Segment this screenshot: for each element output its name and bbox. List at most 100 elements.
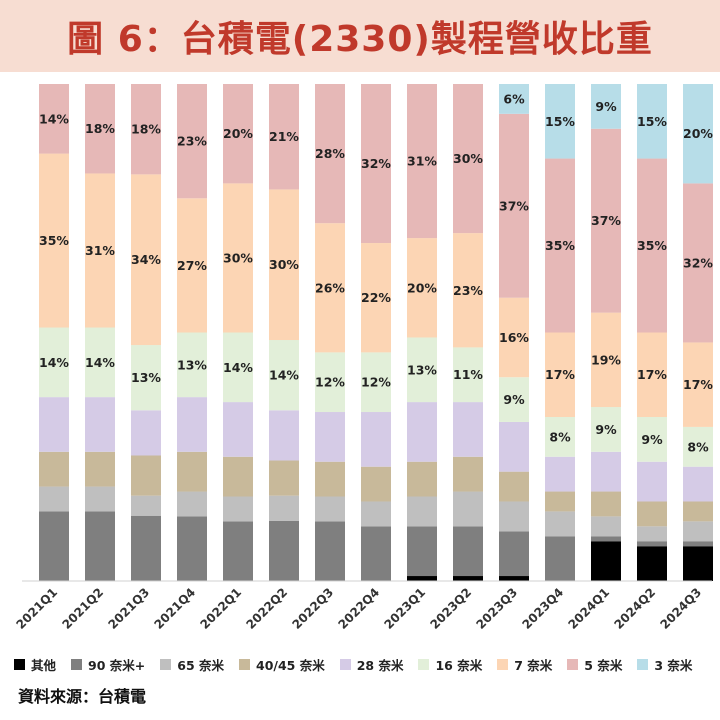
bar-segment-2022Q4-7 [361, 84, 391, 244]
bar-segment-2022Q4-6 [361, 243, 391, 353]
legend-label: 16 奈米 [435, 657, 483, 673]
legend: 其他 90 奈米+ 65 奈米 40/45 奈米 28 奈米 16 奈米 7 奈米 5 奈米 3… [14, 654, 714, 674]
bar-segment-2024Q3-7 [683, 183, 713, 343]
legend-swatch [637, 658, 649, 670]
bar-segment-2022Q2-5 [269, 340, 299, 411]
data-label-2022Q4-6: 22% [361, 290, 391, 305]
data-label-2021Q1-7: 14% [39, 111, 69, 126]
data-label-2021Q3-6: 34% [131, 252, 161, 267]
bar-segment-2022Q2-3 [269, 460, 299, 496]
x-tick-label-2021Q2: 2021Q2 [59, 585, 106, 632]
x-tick-label-2024Q3: 2024Q3 [657, 585, 704, 632]
legend-item-3: 40/45 奈米 [239, 655, 325, 674]
bar-segment-2024Q2-0 [637, 546, 667, 581]
bar-segment-2022Q3-3 [315, 461, 345, 497]
bar-segment-2021Q4-1 [177, 516, 207, 581]
legend-item-7: 5 奈米 [567, 655, 622, 674]
bar-segment-2024Q3-0 [683, 546, 713, 581]
bar-segment-2023Q3-7 [499, 113, 529, 298]
legend-label: 28 奈米 [356, 657, 404, 673]
legend-item-6: 7 奈米 [497, 655, 552, 674]
bar-segment-2023Q1-0 [407, 576, 437, 581]
data-label-2023Q3-6: 16% [499, 330, 529, 345]
legend-swatch [71, 658, 83, 670]
legend-label: 40/45 奈米 [256, 657, 325, 673]
bar-segment-2021Q1-3 [39, 451, 69, 487]
legend-label: 5 奈米 [584, 657, 623, 673]
data-label-2022Q3-6: 26% [315, 280, 345, 295]
bar-segment-2021Q2-4 [85, 397, 115, 452]
bar-segment-2021Q3-1 [131, 515, 161, 581]
data-label-2024Q3-6: 17% [683, 377, 713, 392]
data-label-2024Q2-6: 17% [637, 367, 667, 382]
bar-segment-2021Q3-6 [131, 174, 161, 346]
x-tick-label-2021Q4: 2021Q4 [151, 585, 198, 632]
x-tick-label-2021Q3: 2021Q3 [105, 585, 152, 632]
bar-segment-2023Q4-7 [545, 158, 575, 333]
bar-segment-2021Q1-7 [39, 84, 69, 154]
bar-segment-2023Q1-2 [407, 496, 437, 527]
data-label-2021Q4-6: 27% [177, 258, 207, 273]
bar-segment-2021Q1-5 [39, 327, 69, 398]
bar-segment-2021Q3-7 [131, 84, 161, 175]
data-label-2023Q2-7: 30% [453, 151, 483, 166]
bar-segment-2022Q4-2 [361, 501, 391, 527]
bar-segment-2022Q3-4 [315, 412, 345, 462]
bar-segment-2024Q1-8 [591, 84, 621, 129]
bar-segment-2021Q1-1 [39, 511, 69, 581]
bar-segment-2022Q1-6 [223, 183, 253, 333]
bar-segment-2024Q1-7 [591, 128, 621, 313]
bar-segment-2022Q4-5 [361, 352, 391, 413]
x-tick-label-2023Q1: 2023Q1 [381, 585, 428, 632]
data-label-2021Q2-6: 31% [85, 243, 115, 258]
bar-segment-2024Q3-6 [683, 342, 713, 427]
x-tick-label-2023Q2: 2023Q2 [427, 585, 474, 632]
bar-segment-2023Q4-5 [545, 416, 575, 457]
data-label-2021Q1-6: 35% [39, 233, 69, 248]
bar-segment-2021Q4-2 [177, 491, 207, 517]
bar-segment-2023Q2-1 [453, 526, 483, 577]
bar-segment-2023Q1-1 [407, 526, 437, 577]
bar-segment-2024Q3-1 [683, 541, 713, 547]
bar-segment-2022Q4-1 [361, 526, 391, 581]
title-bar: 圖 6：台積電(2330)製程營收比重 [0, 0, 720, 72]
bar-segment-2021Q1-4 [39, 397, 69, 452]
data-label-2024Q1-5: 9% [595, 422, 617, 437]
legend-label: 3 奈米 [654, 657, 693, 673]
bar-segment-2022Q1-1 [223, 521, 253, 581]
bar-segment-2024Q2-6 [637, 332, 667, 417]
data-label-2023Q1-5: 13% [407, 362, 437, 377]
x-tick-label-2022Q2: 2022Q2 [243, 585, 290, 632]
bar-segment-2021Q2-5 [85, 327, 115, 398]
legend-swatch [418, 658, 430, 670]
data-label-2023Q3-7: 37% [499, 198, 529, 213]
x-tick-label-2022Q4: 2022Q4 [335, 585, 382, 632]
bar-segment-2024Q3-4 [683, 466, 713, 502]
bar-segment-2024Q2-5 [637, 416, 667, 462]
bar-segment-2024Q2-3 [637, 501, 667, 527]
bar-segment-2022Q2-1 [269, 520, 299, 581]
legend-swatch [497, 658, 509, 670]
x-tick-label-2023Q4: 2023Q4 [519, 585, 566, 632]
bar-segment-2021Q4-4 [177, 397, 207, 452]
bar-segment-2021Q3-5 [131, 345, 161, 411]
bar-segment-2023Q3-1 [499, 531, 529, 577]
bar-segment-2021Q2-6 [85, 173, 115, 328]
bar-segment-2021Q2-7 [85, 84, 115, 174]
data-label-2023Q2-6: 23% [453, 283, 483, 298]
bar-segment-2022Q1-2 [223, 496, 253, 522]
bar-segment-2022Q3-6 [315, 223, 345, 353]
legend-item-2: 65 奈米 [160, 655, 224, 674]
bar-segment-2024Q3-2 [683, 521, 713, 542]
bar-segment-2022Q4-3 [361, 466, 391, 502]
bar-segment-2023Q4-1 [545, 536, 575, 581]
bar-segment-2022Q3-7 [315, 84, 345, 224]
bar-segment-2023Q2-6 [453, 233, 483, 348]
data-label-2024Q3-7: 32% [683, 255, 713, 270]
bar-segment-2021Q4-3 [177, 451, 207, 492]
bar-segment-2021Q2-3 [85, 451, 115, 487]
bar-segment-2024Q1-5 [591, 407, 621, 452]
data-label-2024Q3-8: 20% [683, 126, 713, 141]
x-tick-label-2021Q1: 2021Q1 [13, 585, 60, 632]
bar-segment-2023Q2-3 [453, 456, 483, 492]
